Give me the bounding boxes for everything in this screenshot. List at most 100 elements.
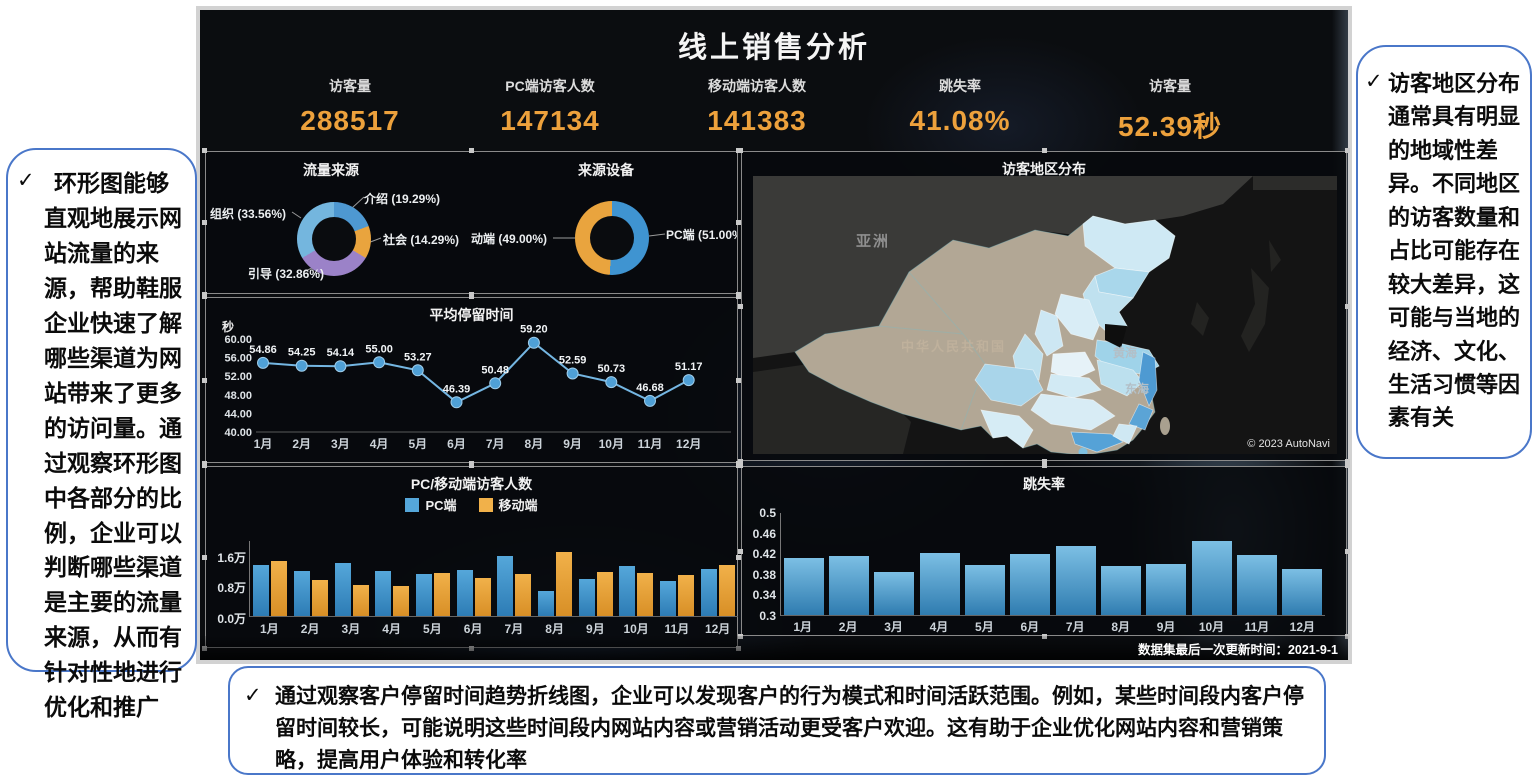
bounce-bar bbox=[919, 553, 960, 615]
slice-label-mobile: 动端 (49.00%) bbox=[471, 232, 548, 246]
x-axis-labels: 1月 2月 3月 4月 5月 6月 7月 8月 9月 10月 11月 12月 bbox=[780, 618, 1325, 635]
legend-item-mobile[interactable]: 移动端 bbox=[478, 495, 538, 514]
data-point bbox=[605, 376, 618, 389]
svg-text:54.86: 54.86 bbox=[249, 344, 277, 356]
bar-移动端 bbox=[556, 551, 573, 616]
legend-label-mobile: 移动端 bbox=[498, 498, 538, 513]
svg-text:8月: 8月 bbox=[525, 437, 544, 451]
x-tick-label: 1月 bbox=[260, 622, 279, 636]
y-tick-label: 0.3 bbox=[759, 609, 776, 623]
avg-stay-line-chart: 60.00 56.00 52.00 48.00 44.00 40.00 54.86 1月 54.… bbox=[224, 324, 731, 451]
y-tick-label: 0.8万 bbox=[217, 581, 246, 595]
map-label-east-sea: 东海 bbox=[1125, 382, 1150, 396]
check-icon: ✓ bbox=[17, 169, 35, 192]
svg-text:44.00: 44.00 bbox=[224, 408, 252, 420]
bounce-bar bbox=[783, 558, 824, 615]
x-tick-label: 7月 bbox=[1065, 620, 1085, 634]
bar-PC端 bbox=[416, 573, 433, 616]
data-point bbox=[527, 336, 540, 349]
callout-bottom: ✓ 通过观察客户停留时间趋势折线图，企业可以发现客户的行为模式和时间活跃范围。例… bbox=[228, 666, 1326, 775]
map-label-country: 中华人民共和国 bbox=[901, 339, 1007, 354]
y-tick-label: 0.46 bbox=[752, 527, 776, 541]
svg-text:6月: 6月 bbox=[447, 437, 466, 451]
source-device-donut[interactable] bbox=[575, 201, 649, 275]
bar-PC端 bbox=[578, 578, 595, 616]
x-tick-label: 5月 bbox=[975, 620, 994, 634]
x-tick-label: 9月 bbox=[1156, 620, 1176, 634]
x-tick-label: 10月 bbox=[623, 622, 649, 636]
bar-group bbox=[253, 560, 288, 616]
x-tick-label: 4月 bbox=[382, 622, 401, 636]
bar-移动端 bbox=[312, 580, 328, 616]
x-tick-label: 6月 bbox=[463, 622, 483, 636]
legend-swatch-pc bbox=[405, 497, 420, 512]
traffic-source-donut[interactable] bbox=[297, 202, 371, 276]
x-tick-label: 11月 bbox=[1244, 620, 1270, 634]
panel-bounce-rate[interactable]: 跳失率 0.5 0.46 0.42 0.38 0.34 0.3 1月 2月 3月 4月 5月 6月 7… bbox=[738, 463, 1350, 639]
kpi-label: 访客量 bbox=[329, 78, 371, 94]
bar-移动端 bbox=[271, 560, 288, 616]
bar-group bbox=[497, 555, 532, 616]
x-tick-label: 2月 bbox=[838, 620, 858, 634]
bar-PC端 bbox=[334, 563, 351, 616]
slice-label-intro: 介绍 (19.29%) bbox=[364, 192, 441, 206]
kpi-stay-seconds: 访客量 52.39秒 bbox=[1118, 76, 1222, 145]
svg-text:50.48: 50.48 bbox=[481, 364, 509, 376]
bar-PC端 bbox=[619, 566, 636, 616]
y-tick-label: 0.38 bbox=[752, 568, 776, 582]
x-tick-label: 4月 bbox=[929, 620, 949, 634]
panel-pc-mobile-visitors[interactable]: PC/移动端访客人数 PC端 移动端 1.6万 0.8万 0.0万 1月 2月 3月 4月… bbox=[202, 463, 741, 651]
bar-PC端 bbox=[700, 568, 717, 616]
slice-label-social: 社会 (14.29%) bbox=[383, 233, 460, 247]
data-point bbox=[566, 367, 579, 380]
y-tick-label: 0.34 bbox=[752, 588, 776, 602]
kpi-value: 141383 bbox=[707, 105, 807, 136]
bar-group bbox=[619, 566, 654, 616]
svg-text:10月: 10月 bbox=[599, 437, 624, 451]
bar-移动端 bbox=[474, 578, 491, 616]
data-point bbox=[373, 356, 386, 369]
svg-text:56.00: 56.00 bbox=[224, 353, 252, 365]
svg-text:7月: 7月 bbox=[486, 437, 505, 451]
svg-text:40.00: 40.00 bbox=[224, 427, 252, 439]
data-point bbox=[450, 396, 463, 409]
bounce-bar bbox=[1191, 541, 1232, 615]
x-tick-label: 8月 bbox=[545, 622, 564, 636]
panel-visitor-region-map[interactable]: 访客地区分布 bbox=[738, 148, 1350, 464]
data-point bbox=[295, 359, 308, 372]
svg-text:55.00: 55.00 bbox=[365, 343, 393, 355]
svg-text:11月: 11月 bbox=[638, 437, 663, 451]
bounce-bar bbox=[1282, 568, 1323, 615]
legend-item-pc[interactable]: PC端 bbox=[405, 495, 457, 514]
svg-text:9月: 9月 bbox=[563, 437, 582, 451]
bar-PC端 bbox=[294, 571, 310, 616]
data-point bbox=[334, 360, 347, 373]
kpi-label: 跳失率 bbox=[939, 78, 981, 94]
bar-移动端 bbox=[393, 586, 410, 616]
data-point bbox=[644, 394, 656, 407]
svg-text:53.27: 53.27 bbox=[404, 351, 432, 363]
svg-text:50.73: 50.73 bbox=[598, 363, 626, 375]
bar-PC端 bbox=[253, 564, 270, 616]
bar-移动端 bbox=[434, 573, 451, 616]
visitors-bar-plot bbox=[249, 541, 738, 617]
x-tick-label: 9月 bbox=[586, 622, 605, 636]
svg-text:3月: 3月 bbox=[331, 437, 350, 451]
bar-group bbox=[700, 564, 735, 616]
x-tick-label: 3月 bbox=[341, 622, 361, 636]
bar-PC端 bbox=[456, 569, 473, 616]
kpi-visitors: 访客量 288517 bbox=[300, 76, 399, 137]
svg-text:46.39: 46.39 bbox=[443, 383, 471, 395]
slice-label-organic: 组织 (33.56%) bbox=[210, 207, 287, 221]
x-tick-label: 1月 bbox=[793, 620, 813, 634]
x-axis-labels: 1月 2月 3月 4月 5月 6月 7月 8月 9月 10月 11月 12月 bbox=[249, 620, 738, 637]
kpi-label: PC端访客人数 bbox=[505, 78, 595, 94]
china-region-map[interactable] bbox=[753, 176, 1337, 454]
data-point bbox=[489, 377, 502, 390]
bounce-bar bbox=[1237, 554, 1277, 615]
panel-avg-stay-time[interactable]: 平均停留时间 秒 60.00 56.00 52.00 48.00 44.00 40.00 5… bbox=[202, 294, 741, 466]
bar-PC端 bbox=[660, 580, 677, 616]
panel-traffic-source-device[interactable]: 流量来源 来源设备 介绍 (19.29%) 社会 (14.29%) 引导 (32… bbox=[202, 148, 741, 297]
bar-移动端 bbox=[678, 575, 695, 616]
bounce-bar bbox=[1055, 545, 1096, 615]
